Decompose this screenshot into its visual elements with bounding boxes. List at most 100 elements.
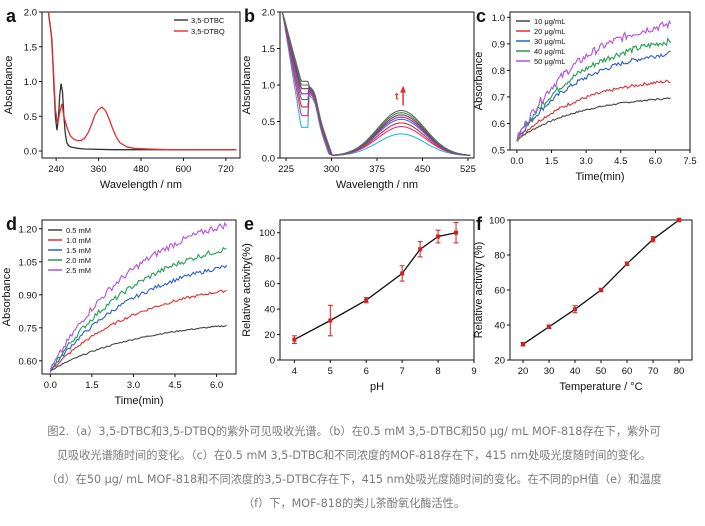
x-tick-label: 300 [324, 164, 340, 175]
caption-line-4: （f）下，MOF-818的类儿茶酚氧化酶活性。 [242, 497, 466, 510]
data-point [418, 247, 423, 252]
x-tick-label: 70 [648, 366, 659, 377]
x-tick-label: 60 [622, 366, 633, 377]
series-line-20--g-mL [516, 79, 671, 141]
y-tick-label: 20 [494, 356, 505, 367]
data-point [436, 234, 441, 239]
x-tick-label: 4.5 [614, 156, 627, 167]
x-axis-label: Wavelength / nm [100, 179, 182, 191]
legend-label: 20 μg/mL [534, 27, 565, 36]
series-line-t2 [281, 11, 471, 156]
y-axis-label: Relative activity (%) [473, 242, 485, 339]
y-tick-label: 60 [264, 279, 275, 290]
x-tick-label: 6.0 [649, 156, 662, 167]
panel-label: e [244, 214, 254, 234]
series-line-2-5-mM [49, 221, 228, 373]
x-tick-label: 7.5 [683, 156, 696, 167]
legend-label: 0.5 mM [66, 226, 91, 235]
series-line-2-0-mM [49, 246, 227, 370]
x-tick-label: 40 [570, 366, 581, 377]
x-axis-label: Time(min) [114, 395, 163, 407]
chart-c: 0.0 1.5 3.0 4.5 6.0 7.5 0.5 0.6 0.7 0.8 0.9 1.0 Time… [473, 6, 697, 183]
y-tick-label: 60 [494, 286, 505, 297]
x-tick-label: 5 [328, 366, 333, 377]
x-tick-label: 1.5 [85, 380, 98, 391]
x-tick-label: 4 [292, 366, 297, 377]
time-arrow-head [400, 85, 407, 93]
trend-line [522, 219, 680, 345]
chart-a: 240 360 480 600 720 0.0 0.5 1.0 1.5 2.0 Wavelength… [3, 6, 241, 191]
y-tick-label: 0.0 [262, 154, 275, 165]
series-line-40--g-mL [516, 37, 672, 142]
panel-label: a [6, 6, 17, 26]
data-point [573, 307, 577, 312]
panel-label: f [476, 214, 483, 234]
x-tick-label: 450 [415, 164, 431, 175]
legend-label: 1.0 mM [66, 236, 91, 245]
x-axis-label: pH [370, 381, 384, 393]
y-tick-label: 0.6 [492, 119, 505, 130]
series-line-30--g-mL [516, 50, 671, 140]
caption-line-2: 见吸收光谱随时间的变化。（c）在0.5 mM 3,5-DTBC和不同浓度的MOF… [56, 449, 652, 462]
x-tick-label: 3.0 [580, 156, 593, 167]
y-tick-label: 0 [270, 356, 275, 367]
x-tick-label: 9 [471, 366, 476, 377]
data-point [328, 318, 333, 323]
legend-label: 1.5 mM [66, 246, 91, 255]
y-tick-label: 0.5 [262, 117, 275, 128]
plot-frame [509, 11, 691, 151]
y-tick-label: 1.0 [262, 81, 275, 92]
x-axis-label: Temperature / °C [559, 381, 642, 393]
x-axis-label: Time(min) [575, 171, 624, 183]
y-axis-label: Relative activity(%) [241, 243, 253, 337]
series-line-t0 [281, 11, 471, 157]
x-tick-label: 225 [278, 164, 294, 175]
y-tick-label: 40 [494, 321, 505, 332]
y-tick-label: 100 [259, 228, 275, 239]
y-axis-label: Absorbance [3, 56, 15, 115]
time-label: t [395, 92, 399, 103]
legend-label: 2.5 mM [66, 266, 91, 275]
plot-frame [279, 219, 475, 361]
y-tick-label: 0.8 [492, 66, 505, 77]
data-point [625, 261, 629, 266]
x-tick-label: 360 [91, 164, 107, 175]
caption-line-3: （d）在50 μg/ mL MOF-818和不同浓度的3,5-DTBC存在下，4… [46, 473, 662, 486]
x-tick-label: 3.0 [127, 380, 140, 391]
data-point [364, 298, 369, 303]
data-point [547, 324, 551, 329]
x-tick-label: 80 [674, 366, 685, 377]
y-tick-label: 1.0 [492, 13, 505, 24]
x-tick-label: 50 [596, 366, 607, 377]
y-tick-label: 0.0 [24, 147, 37, 158]
data-point [651, 237, 655, 242]
y-tick-label: 20 [264, 330, 275, 341]
y-axis-label: Absorbance [241, 56, 253, 115]
x-tick-label: 720 [218, 164, 234, 175]
x-tick-label: 0.0 [44, 380, 57, 391]
legend-label: 2.0 mM [66, 256, 91, 265]
x-tick-label: 480 [133, 164, 149, 175]
y-tick-label: 0.5 [492, 146, 505, 157]
trend-line [294, 232, 457, 341]
legend-label: 3,5-DTBQ [191, 27, 225, 36]
x-tick-label: 240 [48, 164, 64, 175]
data-point [677, 218, 681, 222]
caption-line-1: 图2.（a）3,5-DTBC和3,5-DTBQ的紫外可见吸收光谱。（b）在0.5… [47, 425, 661, 438]
series-line-10--g-mL [516, 97, 671, 140]
y-tick-label: 0.7 [492, 92, 505, 103]
figure-caption: 图2.（a）3,5-DTBC和3,5-DTBQ的紫外可见吸收光谱。（b）在0.5… [14, 420, 694, 516]
x-tick-label: 4.5 [168, 380, 181, 391]
x-tick-label: 525 [460, 164, 476, 175]
x-tick-label: 1.5 [545, 156, 558, 167]
x-axis-label: Wavelength / nm [336, 179, 418, 191]
x-tick-label: 7 [399, 366, 404, 377]
series-line-t4 [281, 11, 471, 156]
y-tick-label: 0.9 [492, 39, 505, 50]
data-point [454, 230, 459, 235]
series-line-0-5-mM [49, 325, 227, 372]
legend-label: 10 μg/mL [534, 17, 565, 26]
y-tick-label: 2.0 [262, 8, 275, 19]
x-tick-label: 30 [544, 366, 555, 377]
x-tick-label: 600 [175, 164, 191, 175]
